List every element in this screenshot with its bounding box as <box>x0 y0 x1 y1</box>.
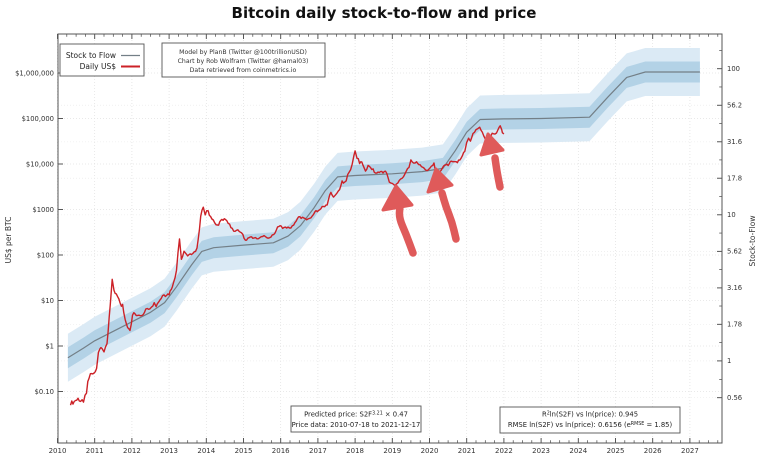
credit-line-chart: Chart by Rob Wolfram (Twitter @hamal03) <box>178 57 309 65</box>
credits-box: Model by PlanB (Twitter @100trillionUSD)… <box>161 42 326 78</box>
predicted-price-box: Predicted price: S2F3.21 × 0.47 Price da… <box>290 405 422 433</box>
arrow-shaft <box>438 189 460 243</box>
x-tick-label: 2026 <box>644 447 662 455</box>
x-tick-label: 2021 <box>458 447 476 455</box>
x-tick-label: 2024 <box>569 447 587 455</box>
y-left-tick-label: $10,000 <box>26 160 54 168</box>
arrow-shaft <box>491 154 504 191</box>
confidence-bands <box>67 48 700 382</box>
x-tick-label: 2020 <box>421 447 439 455</box>
legend-label-price: Daily US$ <box>80 62 117 71</box>
predicted-price-border <box>290 405 422 433</box>
fit-stats-box: R2ln(S2F) vs ln(price): 0.945 RMSE ln(S2… <box>499 406 681 434</box>
y-left-tick-label: $100 <box>37 251 54 259</box>
x-tick-label: 2013 <box>160 447 178 455</box>
x-tick-label: 2022 <box>495 447 513 455</box>
y-right-tick-label: 31.6 <box>727 138 742 146</box>
y-left-tick-label: $1,000,000 <box>15 69 54 77</box>
stock-to-flow-line <box>67 71 700 359</box>
hand-drawn-arrows <box>381 132 505 257</box>
y-right-axis-title: Stock-to-Flow <box>748 216 757 267</box>
plot-frame <box>57 33 723 444</box>
x-tick-label: 2018 <box>346 447 364 455</box>
x-tick-label: 2023 <box>532 447 550 455</box>
y-left-axis-title: US$ per BTC <box>4 217 13 264</box>
credits-border <box>161 42 326 78</box>
legend-box <box>59 43 145 77</box>
x-tick-label: 2017 <box>309 447 327 455</box>
x-tick-label: 2027 <box>681 447 699 455</box>
predicted-price-line2: Price data: 2010-07-18 to 2021-12-17 <box>292 421 421 429</box>
y-left-tick-label: $1000 <box>32 206 54 214</box>
arrow-head <box>479 132 505 157</box>
y-right-tick-label: 10 <box>727 211 736 219</box>
arrow-shaft <box>395 202 417 257</box>
y-left-tick-label: $100,000 <box>22 115 54 123</box>
fit-stats-border <box>499 406 681 434</box>
y-right-tick-label: 3.16 <box>727 284 742 292</box>
x-tick-label: 2012 <box>123 447 141 455</box>
x-tick-label: 2025 <box>607 447 625 455</box>
y-right-tick-label: 100 <box>727 65 740 73</box>
y-right-tick-label: 17.8 <box>727 175 742 183</box>
y-right-tick-label: 5.62 <box>727 248 742 256</box>
arrow-head <box>426 167 454 194</box>
x-tick-label: 2014 <box>197 447 215 455</box>
x-tick-label: 2010 <box>49 447 67 455</box>
x-tick-label: 2015 <box>235 447 253 455</box>
data-series <box>67 71 700 406</box>
daily-price-line <box>69 125 505 406</box>
x-tick-label: 2011 <box>86 447 104 455</box>
outer-confidence-band <box>67 48 700 382</box>
y-right-tick-label: 1.78 <box>727 321 742 329</box>
fit-stats-line2: RMSE ln(S2F) vs ln(price): 0.6156 (eRMSE… <box>508 421 673 429</box>
x-tick-label: 2016 <box>272 447 290 455</box>
y-right-tick-label: 1 <box>727 357 731 365</box>
y-right-tick-label: 56.2 <box>727 102 742 110</box>
y-left-tick-label: $0.10 <box>35 388 54 396</box>
y-right-tick-label: 0.56 <box>727 394 742 402</box>
chart-title: Bitcoin daily stock-to-flow and price <box>232 4 537 22</box>
arrow-head <box>381 184 414 212</box>
y-left-tick-label: $10 <box>41 297 54 305</box>
legend-label-s2f: Stock to Flow <box>66 51 116 60</box>
fit-stats-line1: R2ln(S2F) vs ln(price): 0.945 <box>542 410 638 418</box>
y-left-tick-label: $1 <box>45 342 54 350</box>
x-tick-label: 2019 <box>383 447 401 455</box>
legend: Stock to Flow Daily US$ <box>59 43 145 77</box>
predicted-price-line1: Predicted price: S2F3.21 × 0.47 <box>304 410 408 418</box>
credit-line-model: Model by PlanB (Twitter @100trillionUSD) <box>179 48 307 56</box>
credit-line-data: Data retrieved from coinmetrics.io <box>190 67 297 74</box>
